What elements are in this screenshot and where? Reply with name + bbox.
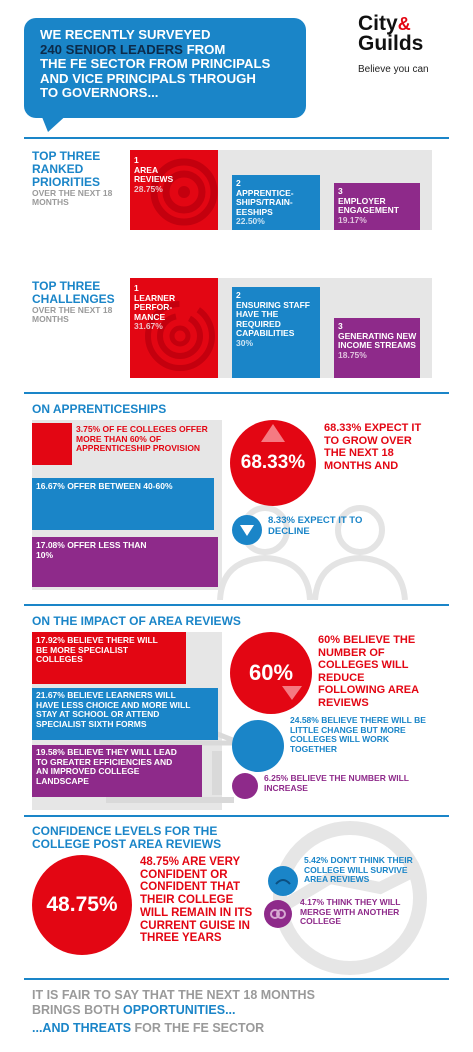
sad-face-icon	[275, 879, 291, 885]
header-line2-bold: 240 SENIOR LEADERS	[40, 41, 183, 57]
header-line3: THE FE SECTOR FROM PRINCIPALS	[40, 56, 271, 71]
review-bar-1-text: 17.92% BELIEVE THERE WILL BE MORE SPECIA…	[36, 635, 158, 664]
priority-2-label: APPRENTICE-SHIPS/TRAIN-EESHIPS	[236, 187, 294, 217]
priority-2-num: 2	[236, 178, 241, 188]
little-change-text: 24.58% BELIEVE THERE WILL BE LITTLE CHAN…	[290, 715, 426, 754]
priority-1-label: AREA REVIEWS	[134, 164, 174, 184]
logo-guilds: Guilds	[358, 32, 424, 55]
appr-bar-1	[32, 423, 72, 465]
priority-1-num: 1	[134, 155, 139, 165]
challenges-subtitle: OVER THE NEXT 18 MONTHS	[32, 305, 113, 324]
divider	[24, 978, 449, 980]
footer-line3-blue: ...AND THREATS	[32, 1021, 132, 1035]
target-rings-icon	[150, 158, 218, 226]
challenges-heading: TOP THREE CHALLENGES OVER THE NEXT 18 MO…	[32, 280, 132, 324]
header-bubble-tail	[40, 112, 70, 132]
divider	[24, 392, 449, 394]
priorities-subtitle: OVER THE NEXT 18 MONTHS	[32, 188, 113, 207]
logo-amp: &	[397, 14, 411, 34]
not-survive-text: 5.42% DON'T THINK THEIR COLLEGE WILL SUR…	[304, 855, 413, 884]
reduce-text: 60% BELIEVE THE NUMBER OF COLLEGES WILL …	[318, 634, 419, 709]
reduce-value: 60%	[248, 660, 294, 685]
confidence-circle: 48.75%	[32, 855, 132, 955]
little-change-circle	[232, 720, 284, 772]
divider	[24, 604, 449, 606]
appr-bar-3	[32, 537, 218, 587]
challenge-1-box: 1 LEARNER PERFOR-MANCE 31.67%	[130, 278, 218, 378]
grow-value: 68.33%	[240, 452, 306, 473]
review-bar-1	[32, 632, 186, 684]
maze-icon	[145, 301, 215, 371]
challenge-1-label: LEARNER PERFOR-MANCE	[134, 292, 176, 322]
confidence-text: 48.75% ARE VERY CONFIDENT OR CONFIDENT T…	[140, 856, 253, 945]
increase-text: 6.25% BELIEVE THE NUMBER WILL INCREASE	[264, 773, 409, 793]
merge-circle	[264, 900, 292, 928]
header-line2-rest: FROM	[182, 41, 226, 57]
confidence-value: 48.75%	[46, 893, 118, 916]
review-bar-3	[32, 745, 202, 797]
challenge-3-label: GENERATING NEW INCOME STREAMS	[338, 330, 417, 350]
footer-line2-blue: OPPORTUNITIES...	[122, 1003, 236, 1017]
decline-text: 8.33% EXPECT IT TO DECLINE	[268, 515, 363, 537]
header-bubble	[24, 18, 306, 118]
grow-circle: 68.33%	[230, 420, 316, 506]
priority-3-pct: 19.17%	[338, 214, 367, 225]
challenge-3-pct: 18.75%	[338, 349, 367, 360]
header-line1: WE RECENTLY SURVEYED	[40, 27, 211, 42]
priority-1-box: 1 AREA REVIEWS 28.75%	[130, 150, 218, 230]
priorities-heading: TOP THREE RANKED PRIORITIES OVER THE NEX…	[32, 150, 132, 207]
reduce-circle: 60%	[230, 632, 312, 714]
header-line5: TO GOVERNORS...	[40, 85, 159, 100]
appr-bar-2-text: 16.67% OFFER BETWEEN 40-60%	[36, 481, 173, 491]
increase-circle	[232, 773, 258, 799]
challenge-1-num: 1	[134, 283, 139, 293]
challenge-2-box: 2 ENSURING STAFF HAVE THE REQUIRED CAPAB…	[232, 287, 320, 378]
priority-3-box: 3 EMPLOYER ENGAGEMENT 19.17%	[334, 183, 420, 230]
challenge-2-pct: 30%	[236, 337, 254, 348]
review-bar-2	[32, 688, 218, 740]
header-text: WE RECENTLY SURVEYED 240 SENIOR LEADERS …	[40, 27, 302, 101]
review-bar-3-text: 19.58% BELIEVE THEY WILL LEAD TO GREATER…	[36, 747, 177, 786]
area-reviews-title: ON THE IMPACT OF AREA REVIEWS	[32, 614, 241, 628]
grow-text: 68.33% EXPECT IT TO GROW OVER THE NEXT 1…	[324, 422, 422, 472]
arrow-down-icon	[282, 686, 302, 700]
priority-1-pct: 28.75%	[134, 183, 163, 194]
challenge-2-num: 2	[236, 290, 241, 300]
logo-tagline: Believe you can	[358, 64, 429, 75]
logo-city: City	[358, 12, 398, 35]
footer-line2-grey: BRINGS BOTH	[32, 1003, 123, 1017]
header-line4: AND VICE PRINCIPALS THROUGH	[40, 70, 256, 86]
arrow-up-icon	[261, 424, 285, 442]
merge-icon	[270, 909, 286, 919]
priority-3-label: EMPLOYER ENGAGEMENT	[338, 195, 399, 215]
appr-bar-2	[32, 478, 214, 530]
not-survive-circle	[268, 866, 298, 896]
priority-3-num: 3	[338, 186, 343, 196]
people-icon	[217, 505, 408, 600]
handshake-icon	[273, 821, 427, 975]
decline-circle	[232, 515, 262, 545]
challenges-title: TOP THREE CHALLENGES	[32, 279, 115, 306]
footer-line3-grey: FOR THE FE SECTOR	[131, 1021, 265, 1035]
challenge-3-box: 3 GENERATING NEW INCOME STREAMS 18.75%	[334, 318, 420, 378]
confidence-title: CONFIDENCE LEVELS FOR THE COLLEGE POST A…	[32, 824, 222, 851]
priority-2-pct: 22.50%	[236, 216, 265, 226]
challenge-2-label: ENSURING STAFF HAVE THE REQUIRED CAPABIL…	[236, 299, 310, 338]
arrow-down-icon	[240, 524, 254, 536]
priorities-title: TOP THREE RANKED PRIORITIES	[32, 149, 101, 189]
challenge-3-num: 3	[338, 321, 343, 331]
divider	[24, 815, 449, 817]
footer-line1: IT IS FAIR TO SAY THAT THE NEXT 18 MONTH…	[32, 988, 315, 1002]
footer-text: IT IS FAIR TO SAY THAT THE NEXT 18 MONTH…	[32, 988, 452, 1036]
merge-text: 4.17% THINK THEY WILL MERGE WITH ANOTHER…	[300, 897, 401, 926]
city-guilds-logo: City& Guilds	[358, 12, 468, 55]
divider	[24, 137, 449, 139]
review-bar-2-text: 21.67% BELIEVE LEARNERS WILL HAVE LESS C…	[36, 690, 191, 729]
challenge-1-pct: 31.67%	[134, 321, 163, 331]
appr-bar-3-text: 17.08% OFFER LESS THAN 10%	[36, 540, 147, 560]
priority-2-box: 2 APPRENTICE-SHIPS/TRAIN-EESHIPS 22.50%	[232, 175, 320, 230]
appr-bar-1-text: 3.75% OF FE COLLEGES OFFER MORE THAN 60%…	[76, 424, 208, 453]
apprenticeships-title: ON APPRENTICESHIPS	[32, 402, 167, 416]
